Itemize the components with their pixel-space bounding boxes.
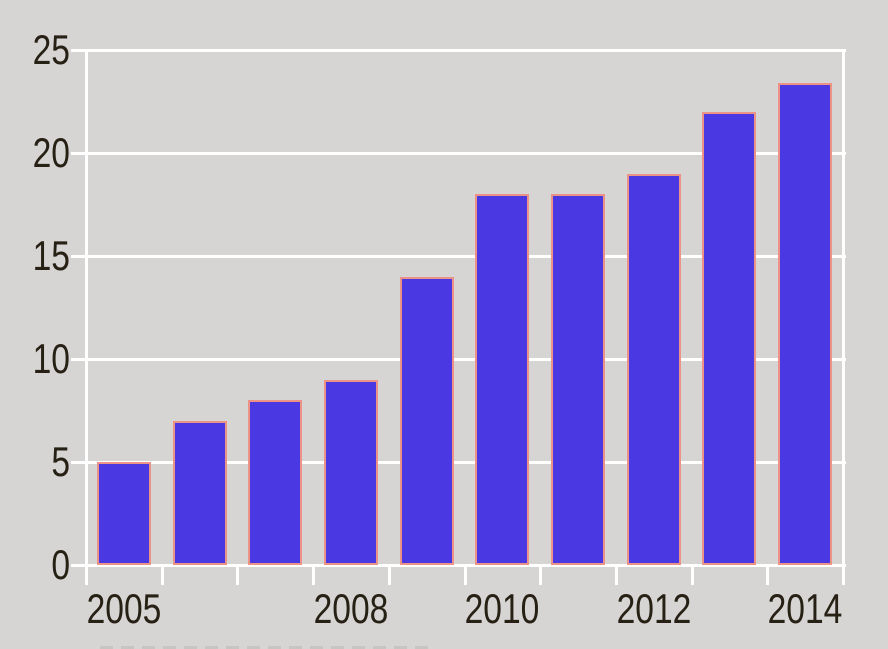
gridline-15 <box>86 255 846 258</box>
x-axis-tick-10 <box>842 565 845 585</box>
y-axis-tick-10 <box>71 358 85 361</box>
x-axis-tick-9 <box>766 565 769 585</box>
y-axis-tick-15 <box>71 255 85 258</box>
bar-2012 <box>627 174 681 565</box>
x-axis-tick-1 <box>161 565 164 585</box>
y-tick-label-25: 25 <box>32 26 70 73</box>
y-axis-tick-25 <box>71 49 85 52</box>
x-axis-tick-0 <box>85 565 88 585</box>
right-frame-line <box>842 49 845 567</box>
x-tick-label-2012: 2012 <box>616 585 692 632</box>
bar-2008 <box>324 380 378 565</box>
x-axis-tick-7 <box>615 565 618 585</box>
y-tick-label-5: 5 <box>51 438 70 485</box>
bar-2006 <box>173 421 227 565</box>
bar-2010 <box>475 194 529 565</box>
x-axis-tick-3 <box>312 565 315 585</box>
x-axis-tick-5 <box>464 565 467 585</box>
y-tick-label-15: 15 <box>32 232 70 279</box>
bar-2009 <box>400 277 454 565</box>
x-tick-label-2014: 2014 <box>767 585 843 632</box>
gridline-5 <box>86 461 846 464</box>
x-tick-label-2010: 2010 <box>464 585 540 632</box>
x-axis-tick-2 <box>236 565 239 585</box>
bar-2007 <box>248 400 302 565</box>
gridline-10 <box>86 358 846 361</box>
x-axis-tick-6 <box>539 565 542 585</box>
bar-2005 <box>97 462 151 565</box>
y-axis-tick-20 <box>71 152 85 155</box>
x-axis-tick-4 <box>388 565 391 585</box>
gridline-20 <box>86 152 846 155</box>
y-tick-label-10: 10 <box>32 335 70 382</box>
bar-2014 <box>778 83 832 565</box>
y-axis-tick-5 <box>71 461 85 464</box>
y-axis-tick-0 <box>71 564 85 567</box>
bar-2013 <box>702 112 756 565</box>
x-tick-label-2005: 2005 <box>86 585 162 632</box>
x-tick-label-2008: 2008 <box>313 585 389 632</box>
y-tick-label-20: 20 <box>32 129 70 176</box>
bar-2011 <box>551 194 605 565</box>
y-axis-line <box>85 49 88 567</box>
gridline-25 <box>86 49 846 52</box>
y-tick-label-0: 0 <box>51 541 70 588</box>
cutoff-text-fragment <box>100 646 430 649</box>
x-axis-tick-8 <box>691 565 694 585</box>
